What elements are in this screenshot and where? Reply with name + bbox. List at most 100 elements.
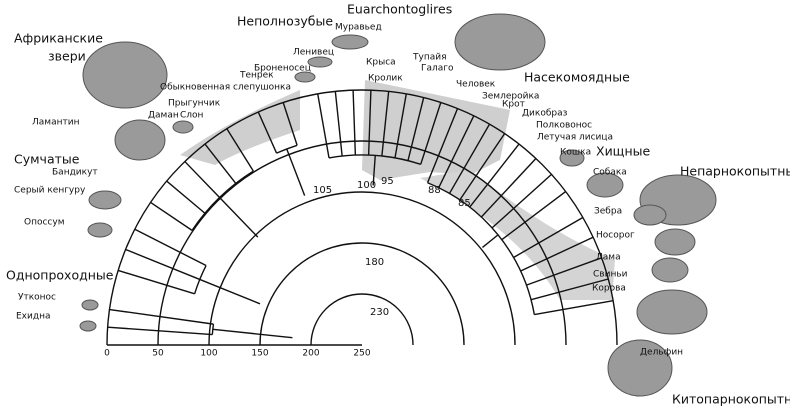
species-label: Свиньи — [593, 270, 628, 280]
branch — [491, 173, 552, 229]
branch — [367, 90, 372, 156]
species-label: Крот — [502, 100, 525, 110]
branch — [334, 91, 343, 157]
species-label: Носорог — [596, 231, 635, 241]
species-label: Человек — [456, 80, 496, 90]
group-label: Неполнозубые — [237, 14, 333, 29]
species-label: Обыкновенная слепушонка — [160, 83, 291, 93]
branch — [526, 257, 602, 286]
brains — [79, 13, 717, 397]
species-label: Ламантин — [32, 118, 80, 128]
branch — [166, 180, 206, 214]
branch — [282, 102, 298, 146]
species-label: Дикобраз — [522, 109, 568, 119]
group-label: Китопарнокопытные — [672, 392, 790, 407]
species-label: Ехидна — [16, 312, 50, 322]
species-label: Муравьед — [335, 23, 382, 33]
axis-tick-label: 0 — [104, 349, 110, 359]
species-label: Кошка — [560, 148, 591, 158]
branch — [184, 161, 221, 199]
time-arc — [259, 242, 465, 346]
time-arc — [106, 89, 618, 346]
time-arc — [208, 191, 516, 346]
branch — [117, 269, 195, 295]
stem — [212, 328, 293, 339]
branch — [513, 216, 584, 259]
species-label: Лама — [596, 253, 621, 263]
branch — [352, 90, 357, 156]
branch — [226, 128, 254, 172]
node-age: 230 — [370, 307, 389, 318]
time-arc — [310, 293, 414, 346]
group-label: Euarchontoglires — [347, 2, 452, 17]
species-label: Даман — [148, 111, 179, 121]
clade-arc — [211, 324, 215, 335]
branch — [381, 91, 390, 157]
axis-tick-label: 150 — [251, 349, 268, 359]
species-label: Утконос — [18, 293, 56, 303]
axis-tick-label: 250 — [353, 349, 370, 359]
species-label: Броненосец — [254, 64, 311, 74]
species-label: Летучая лисица — [537, 133, 613, 143]
species-label: Тенрек — [239, 71, 274, 81]
species-label: Серый кенгуру — [14, 186, 86, 196]
group-label: Однопроходные — [6, 268, 114, 283]
species-label: Слон — [180, 111, 204, 121]
group-labels: Африканские звери Неполнозубые Euarchont… — [6, 2, 790, 407]
branch — [469, 143, 520, 208]
branch — [134, 228, 207, 267]
group-label: Непарнокопытные — [680, 164, 790, 179]
branch — [480, 158, 537, 218]
stem — [199, 278, 261, 305]
species-label: Кролик — [368, 74, 403, 84]
species-label: Опоссум — [24, 218, 65, 228]
branch — [317, 93, 330, 159]
axis-tick-label: 200 — [302, 349, 319, 359]
node-age: 180 — [365, 257, 384, 268]
branch — [394, 93, 407, 159]
stem — [286, 148, 306, 196]
species-label: Тупайя — [412, 53, 447, 63]
group-label: Хищные — [596, 144, 651, 159]
stem — [219, 197, 259, 238]
axis: 0 50 100 150 200 250 105 100 95 88 85 180 230 — [104, 176, 471, 359]
species-label: Прыгунчик — [168, 99, 221, 109]
tree — [106, 89, 618, 346]
branch — [459, 133, 506, 201]
branch — [257, 111, 278, 154]
node-age: 95 — [381, 176, 394, 187]
branch — [150, 201, 193, 231]
species-label: Крыса — [366, 58, 396, 68]
species-label: Галаго — [421, 64, 454, 74]
time-arc — [157, 140, 567, 346]
clade-arc — [191, 170, 254, 231]
branch — [438, 115, 475, 189]
species-label: Ленивец — [293, 48, 334, 58]
group-label: звери — [48, 49, 86, 64]
clade-arc — [276, 144, 298, 154]
stem — [372, 155, 376, 186]
branch — [204, 143, 237, 184]
species-label: Собака — [593, 168, 627, 178]
branch — [426, 108, 459, 184]
axis-tick-label: 50 — [152, 349, 164, 359]
species-label: Землеройка — [482, 92, 539, 102]
branch — [530, 278, 609, 301]
branch — [420, 102, 442, 165]
species-label: Дельфин — [640, 348, 683, 358]
branch — [107, 326, 213, 336]
group-label: Сумчатые — [14, 152, 80, 167]
species-label: Полковонос — [536, 121, 592, 131]
shaded-band — [180, 80, 615, 300]
branch — [407, 97, 425, 161]
node-age: 88 — [428, 185, 441, 196]
node-age: 85 — [458, 198, 471, 209]
branch — [534, 300, 614, 316]
branch — [520, 236, 594, 272]
group-label: Насекомоядные — [524, 70, 630, 85]
branch — [109, 308, 214, 325]
node-age: 105 — [313, 185, 332, 196]
species-label: Корова — [592, 284, 626, 294]
